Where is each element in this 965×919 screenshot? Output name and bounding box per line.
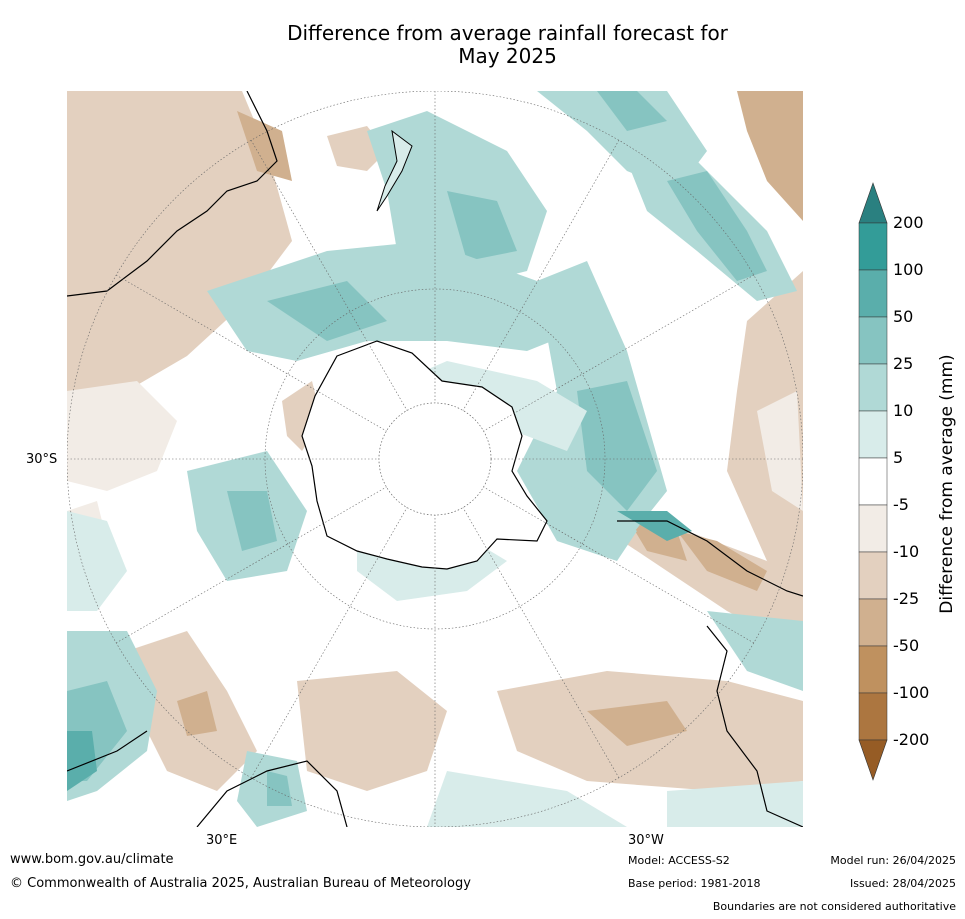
colorbar: 200 100 50 25 10 5 -5 -10 -25 -50 -100 -… <box>855 180 965 790</box>
pole-hole <box>378 402 492 516</box>
colorbar-swatch <box>858 222 888 271</box>
colorbar-swatch <box>858 551 888 600</box>
australia-outline <box>67 91 278 297</box>
colorbar-tick: 25 <box>893 354 914 373</box>
colorbar-tick: 5 <box>893 448 904 467</box>
colorbar-tick: -5 <box>893 495 909 514</box>
colorbar-tick: 10 <box>893 401 914 420</box>
colorbar-title: Difference from average (mm) <box>937 354 957 614</box>
title-line-2: May 2025 <box>458 44 557 68</box>
issued-text: Issued: 28/04/2025 <box>849 877 956 890</box>
colorbar-tick: -200 <box>893 730 930 749</box>
colorbar-tick: -25 <box>893 589 920 608</box>
colorbar-swatch <box>858 598 888 647</box>
south-america-outline <box>617 520 803 827</box>
rainfall-map <box>67 91 803 827</box>
colorbar-tick: 50 <box>893 307 914 326</box>
copyright-text: © Commonwealth of Australia 2025, Austra… <box>10 876 471 891</box>
title-line-1: Difference from average rainfall forecas… <box>287 21 728 45</box>
colorbar-swatches <box>858 182 888 781</box>
colorbar-top-arrow <box>858 182 888 224</box>
colorbar-swatch <box>858 269 888 318</box>
colorbar-swatch <box>858 692 888 741</box>
colorbar-swatch <box>858 504 888 553</box>
new-zealand-outline <box>376 129 413 212</box>
colorbar-swatch <box>858 316 888 365</box>
colorbar-tick: -100 <box>893 683 930 702</box>
model-run-text: Model run: 26/04/2025 <box>830 854 956 867</box>
wetter-anomaly-regions <box>67 91 803 827</box>
longitude-label-east: 30°E <box>206 833 238 848</box>
colorbar-swatch <box>858 645 888 694</box>
map-title: Difference from average rainfall forecas… <box>140 22 875 68</box>
colorbar-swatch <box>858 410 888 459</box>
colorbar-tick: 100 <box>893 260 924 279</box>
model-text: Model: ACCESS-S2 <box>628 854 730 867</box>
africa-outline <box>67 730 348 827</box>
base-period-text: Base period: 1981-2018 <box>628 877 761 890</box>
colorbar-tick: -10 <box>893 542 920 561</box>
disclaimer-text: Boundaries are not considered authoritat… <box>712 900 956 913</box>
latitude-label: 30°S <box>26 452 58 467</box>
colorbar-tick: 200 <box>893 213 924 232</box>
website-link[interactable]: www.bom.gov.au/climate <box>10 852 174 867</box>
colorbar-bottom-arrow <box>858 739 888 781</box>
longitude-label-west: 30°W <box>628 833 664 848</box>
colorbar-swatch <box>858 457 888 506</box>
colorbar-swatch <box>858 363 888 412</box>
colorbar-tick: -50 <box>893 636 920 655</box>
